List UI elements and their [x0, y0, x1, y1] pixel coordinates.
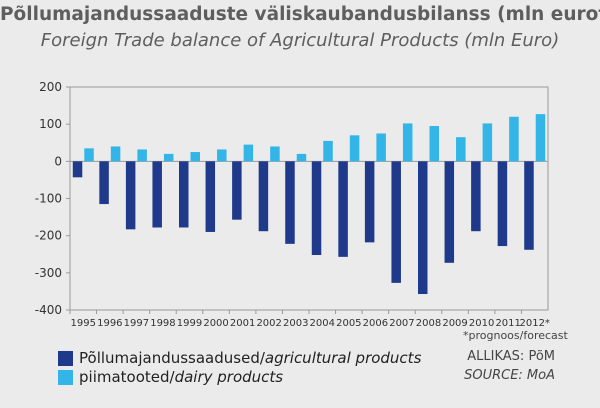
bar-agricultural [444, 161, 455, 263]
source-label-et: ALLIKAS: PõM [467, 349, 555, 364]
y-tick-label: -400 [35, 303, 62, 317]
chart-title: Põllumajandussaaduste väliskaubandusbila… [0, 4, 600, 25]
bar-dairy [402, 123, 413, 162]
bar-agricultural [152, 161, 162, 228]
y-tick-label: 200 [39, 80, 62, 94]
bar-agricultural [391, 161, 401, 283]
bar-agricultural [311, 161, 322, 255]
legend-label-dairy-plain: piimatooted/ [79, 368, 175, 386]
x-tick-label: 1996 [97, 318, 122, 329]
x-tick-label: 2003 [283, 318, 308, 329]
bar-agricultural [364, 161, 375, 243]
bar-dairy [270, 146, 280, 162]
bar-dairy [535, 114, 546, 162]
x-tick-label: 2008 [416, 318, 441, 329]
bar-dairy [243, 144, 254, 162]
chart-subtitle: Foreign Trade balance of Agricultural Pr… [40, 30, 560, 51]
bar-agricultural [497, 161, 508, 247]
x-tick-label: 2002 [256, 318, 281, 329]
x-tick-label: 2010 [469, 318, 494, 329]
x-tick-label: 2001 [230, 318, 255, 329]
y-tick-label: -200 [35, 229, 62, 243]
legend-item-dairy: piimatooted/dairy products [58, 368, 283, 386]
bar-dairy [349, 135, 360, 162]
y-tick-label: 100 [39, 117, 62, 131]
bar-agricultural [72, 161, 83, 178]
x-tick-label: 1997 [124, 318, 149, 329]
x-tick-label: 1998 [150, 318, 175, 329]
y-tick-label: 0 [54, 154, 62, 168]
bar-dairy [217, 149, 227, 162]
legend-swatch-dairy [58, 369, 73, 385]
bar-dairy [296, 153, 307, 162]
x-tick-label: 2005 [336, 318, 361, 329]
x-tick-label: 2004 [310, 318, 335, 329]
x-tick-label: 2000 [203, 318, 228, 329]
legend-item-agricultural: Põllumajandussaadused/agricultural produ… [58, 349, 421, 367]
x-tick-label: 2007 [389, 318, 414, 329]
bar-dairy [137, 149, 147, 162]
legend-label-agricultural-italic: agricultural products [264, 349, 422, 367]
x-tick-label: 2009 [442, 318, 467, 329]
bar-dairy [190, 152, 200, 162]
x-tick-label: 2012* [519, 318, 549, 329]
bar-dairy [456, 137, 466, 162]
legend-label-agricultural-plain: Põllumajandussaadused/ [79, 349, 265, 367]
x-tick-label: 1995 [71, 318, 96, 329]
bar-agricultural [471, 161, 481, 232]
y-tick-label: -100 [35, 192, 62, 206]
bar-agricultural [205, 161, 216, 232]
bar-dairy [509, 116, 519, 162]
bar-agricultural [524, 161, 534, 250]
forecast-note: *prognoos/forecast [463, 329, 568, 342]
bar-agricultural [338, 161, 348, 257]
bar-dairy [110, 146, 121, 162]
bar-agricultural [285, 161, 295, 244]
bar-dairy [323, 140, 333, 162]
bar-dairy [163, 153, 174, 162]
bar-agricultural [179, 161, 189, 228]
bar-agricultural [232, 161, 242, 220]
bar-agricultural [258, 161, 269, 232]
source-label-en: SOURCE: MoA [464, 368, 555, 383]
y-tick-label: -300 [35, 266, 62, 280]
x-tick-label: 1999 [177, 318, 202, 329]
bar-dairy [482, 123, 493, 162]
x-tick-label: 2006 [363, 318, 388, 329]
bar-agricultural [99, 161, 109, 205]
x-tick-label: 2011 [495, 318, 520, 329]
bar-dairy [429, 126, 439, 162]
legend-swatch-agricultural [58, 350, 73, 366]
legend-label-dairy-italic: dairy products [174, 368, 284, 386]
bar-dairy [376, 133, 386, 162]
bar-dairy [84, 148, 94, 162]
bar-agricultural [125, 161, 136, 230]
bar-agricultural [418, 161, 428, 295]
